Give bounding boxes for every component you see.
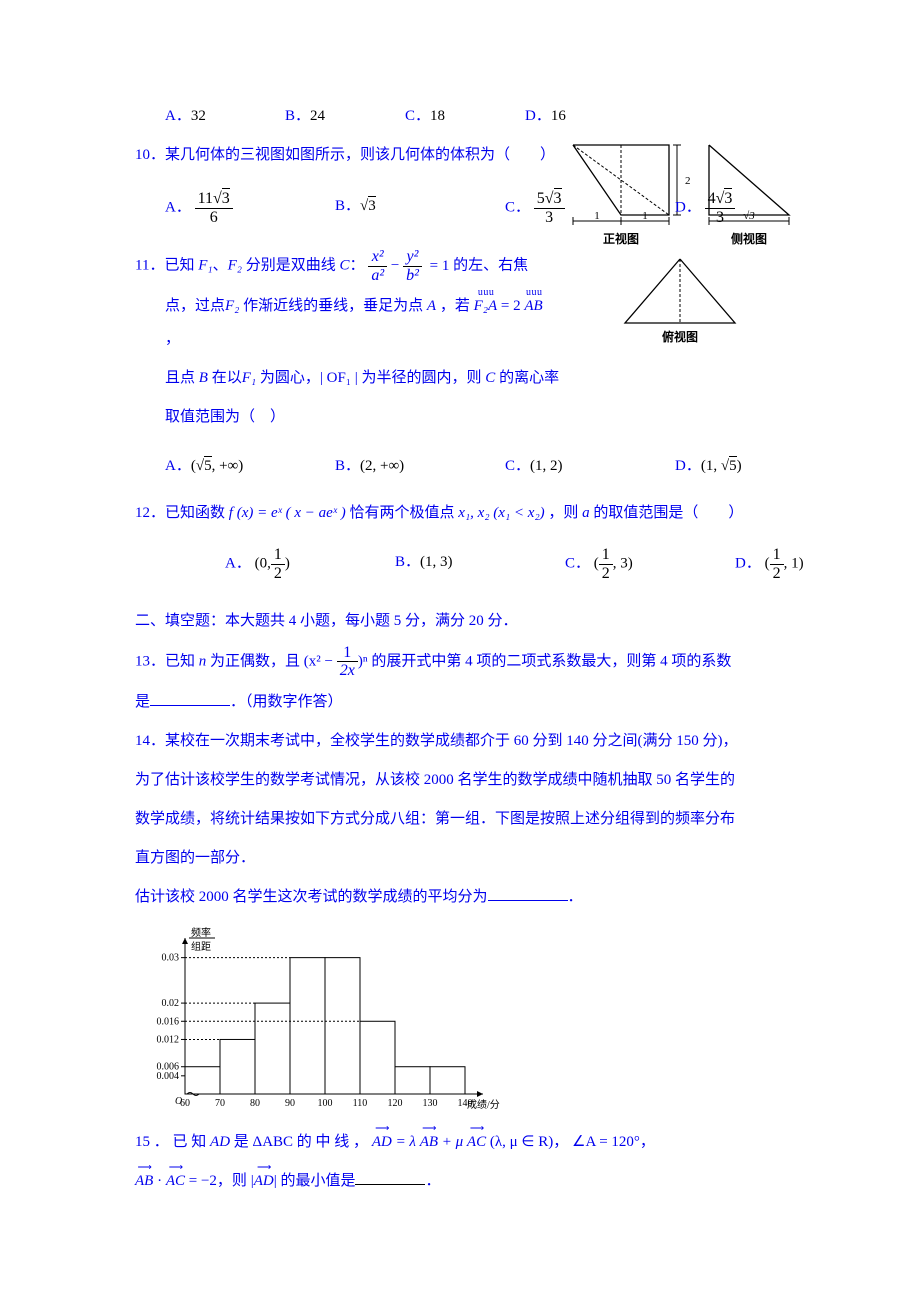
- q14-line3: 数学成绩，将统计结果按如下方式分成八组：第一组．下图是按照上述分组得到的频率分布: [135, 803, 800, 836]
- svg-text:频率: 频率: [191, 926, 211, 939]
- q9-opt-c: C．18: [405, 100, 495, 133]
- svg-text:110: 110: [353, 1098, 368, 1109]
- q10-opt-c: C． 5√33: [505, 190, 645, 226]
- svg-text:90: 90: [285, 1098, 295, 1109]
- q15-line1: 15 ． 已 知 AD 是 ΔABC 的 中 线 ， ⟶AD = λ ⟶AB +…: [135, 1126, 800, 1159]
- svg-text:0.012: 0.012: [157, 1034, 180, 1045]
- q11-opt-b: B．(2, +∞): [335, 450, 475, 483]
- q13-line1: 13．已知 n 为正偶数，且 (x² − 12x)ⁿ 的展开式中第 4 项的二项…: [135, 644, 800, 680]
- q11-options: A．(√5, +∞) B．(2, +∞) C．(1, 2) D．(1, √5): [135, 450, 800, 483]
- q12-options: A． (0,12) B．(1, 3) C． (12, 3) D． (12, 1): [195, 546, 800, 582]
- q14-line2: 为了估计该校学生的数学考试情况，从该校 2000 名学生的数学成绩中随机抽取 5…: [135, 764, 800, 797]
- svg-text:100: 100: [318, 1098, 333, 1109]
- q12-opt-d: D． (12, 1): [735, 546, 875, 582]
- q10-opt-b: B．√3: [335, 190, 475, 226]
- svg-text:60: 60: [180, 1098, 190, 1109]
- q9-opt-d: D．16: [525, 100, 615, 133]
- svg-text:80: 80: [250, 1098, 260, 1109]
- svg-text:140: 140: [458, 1098, 473, 1109]
- q12-stem: 12．已知函数 f (x) = eˣ ( x − aeˣ ) 恰有两个极值点 x…: [135, 497, 800, 530]
- svg-text:120: 120: [388, 1098, 403, 1109]
- q10-opt-a: A． 11√36: [165, 190, 305, 226]
- svg-text:0.016: 0.016: [157, 1016, 180, 1027]
- section2-title: 二、填空题：本大题共 4 小题，每小题 5 分，满分 20 分．: [135, 605, 800, 638]
- q14-line5: 估计该校 2000 名学生这次考试的数学成绩的平均分为．: [135, 881, 800, 914]
- q9-options: A．32 B．24 C．18 D．16: [135, 100, 800, 133]
- q10-opt-d: D． 4√33: [675, 190, 815, 226]
- q11-opt-c: C．(1, 2): [505, 450, 645, 483]
- svg-text:组距: 组距: [191, 940, 211, 953]
- svg-text:2: 2: [685, 175, 691, 187]
- svg-text:0.02: 0.02: [162, 998, 180, 1009]
- svg-text:0.006: 0.006: [157, 1061, 180, 1072]
- svg-text:俯视图: 俯视图: [662, 329, 698, 344]
- q14-line1: 14．某校在一次期末考试中，全校学生的数学成绩都介于 60 分到 140 分之间…: [135, 725, 800, 758]
- q14-line4: 直方图的一部分．: [135, 842, 800, 875]
- svg-text:130: 130: [423, 1098, 438, 1109]
- q12-opt-b: B．(1, 3): [395, 546, 535, 582]
- svg-text:0.03: 0.03: [162, 952, 180, 963]
- q11-opt-d: D．(1, √5): [675, 450, 815, 483]
- q11-opt-a: A．(√5, +∞): [165, 450, 305, 483]
- q10-options: A． 11√36 B．√3 C． 5√33 D． 4√33: [135, 190, 557, 226]
- svg-text:70: 70: [215, 1098, 225, 1109]
- q9-opt-a: A．32: [165, 100, 255, 133]
- q15-line2: ⟶AB · ⟶AC = −2，则 |⟶AD| 的最小值是．: [135, 1165, 800, 1198]
- q10-figure: 11正视图2√3侧视图俯视图: [565, 139, 800, 349]
- q11-line4: 取值范围为（ ）: [135, 401, 800, 434]
- q14-histogram: O频率组距成绩/分0.0040.0060.0120.0160.020.03607…: [135, 920, 800, 1116]
- q12-opt-c: C． (12, 3): [565, 546, 705, 582]
- q12-opt-a: A． (0,12): [225, 546, 365, 582]
- q13-line2: 是．（用数字作答）: [135, 686, 800, 719]
- q9-opt-b: B．24: [285, 100, 375, 133]
- svg-text:侧视图: 侧视图: [731, 231, 767, 246]
- q11-line3: 且点 B 在以F₁ 为圆心，| OF₁ | 为半径的圆内，则 C 的离心率: [135, 362, 800, 395]
- svg-text:正视图: 正视图: [603, 231, 639, 246]
